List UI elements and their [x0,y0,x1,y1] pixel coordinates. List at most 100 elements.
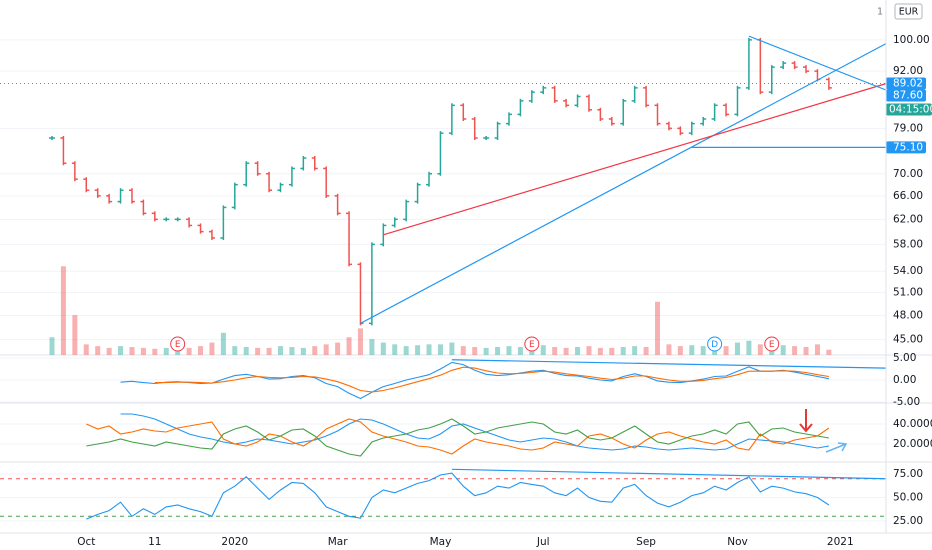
price-bar [414,182,421,204]
price-bar [368,242,375,326]
volume-bar [655,301,661,355]
currency: EUR [899,7,919,18]
price-bar [723,103,730,117]
price-bar [277,182,284,193]
indicator-line [86,472,830,520]
price-bar [791,61,798,70]
volume-bar [289,347,295,355]
event-marker [764,336,780,352]
x-tick-label: Sep [636,536,656,548]
y-tick-label: 50.00 [893,492,923,504]
price-bar [174,217,181,222]
price-bar [734,85,741,117]
volume-bar [460,346,466,355]
y-tick-label: 79.00 [893,122,923,134]
price-label-box [886,77,926,90]
event-marker [524,336,540,352]
event-label: D [711,340,718,350]
x-tick-label: 2020 [221,536,248,548]
price-bar [300,156,307,171]
price-bar [220,205,227,240]
price-bar [254,161,261,176]
volume-bar [792,346,798,355]
price-bar [517,98,524,117]
volume-bar [586,346,592,355]
price-bar [71,161,78,182]
axis-layer: 100.00 92.00 79.00 70.00 66.00 62.00 58.00 54.0… [77,3,932,548]
countdown: 04:15:00 [889,104,932,116]
price-bar [334,193,341,216]
volume-bar [700,346,706,355]
volume-bar [803,347,809,355]
volume-bar [129,347,135,355]
scale-label: 1 [877,7,883,18]
volume-bar [449,342,455,355]
volume-bar [540,345,546,355]
volume-bar [746,340,752,355]
volume-bar [140,347,146,355]
y-tick-label: 70.00 [893,168,923,180]
indicator-line [120,361,830,400]
price-bar [768,65,775,95]
volume-bar [814,344,820,355]
y-tick-label: 40.0000 [893,418,932,430]
event-label: E [175,340,181,350]
price-bar [563,98,570,108]
price-bar [128,188,135,204]
price-bar [380,223,387,247]
trend-line [748,35,887,91]
blue-arrow [825,442,848,453]
volume-bar [757,344,763,355]
volume-bar [220,332,226,355]
price-bar [825,77,832,90]
grid-layer [0,39,932,522]
volume-bar [152,348,158,355]
volume-bar [609,347,615,355]
volume-bar [552,347,558,355]
countdown-box [886,103,932,116]
volume-bar [632,346,638,355]
price-bar [803,65,810,74]
y-tick-label: 58.00 [893,238,923,250]
trend-line [451,359,887,369]
indicator-line [86,418,829,457]
price-bar [494,121,501,140]
x-tick-label: Nov [727,536,748,548]
volume-bar [83,344,89,355]
price-bar [311,156,318,171]
volume-bar [266,347,272,355]
volume-bar [323,344,329,355]
price-bar [266,171,273,193]
volume-bar [300,347,306,355]
volume-bar [72,315,78,355]
volume-bar [734,342,740,355]
price-bar [403,199,410,222]
price-bar [288,166,295,187]
red-arrow [799,409,813,433]
x-tick-label: Oct [77,536,95,548]
price-label: 75.10 [893,141,923,153]
price-bar [608,116,615,126]
volume-bar [357,328,363,355]
price-bar [643,85,650,108]
price-bar [677,126,684,136]
volume-bar [495,347,501,355]
price-bar [540,85,547,95]
price-bar [711,103,718,121]
price-bar [231,182,238,210]
price-bar [631,85,638,103]
volume-bar [689,345,695,355]
price-bar [780,61,787,70]
volume-bar [483,347,489,355]
volume-bar [403,346,409,355]
price-bar [471,116,478,140]
price-label: 87.60 [893,90,923,102]
volume-bar [472,347,478,355]
price-bar [83,177,90,193]
volume-bar [209,342,215,355]
volume-bar [575,347,581,355]
y-tick-label: 48.00 [893,309,923,321]
